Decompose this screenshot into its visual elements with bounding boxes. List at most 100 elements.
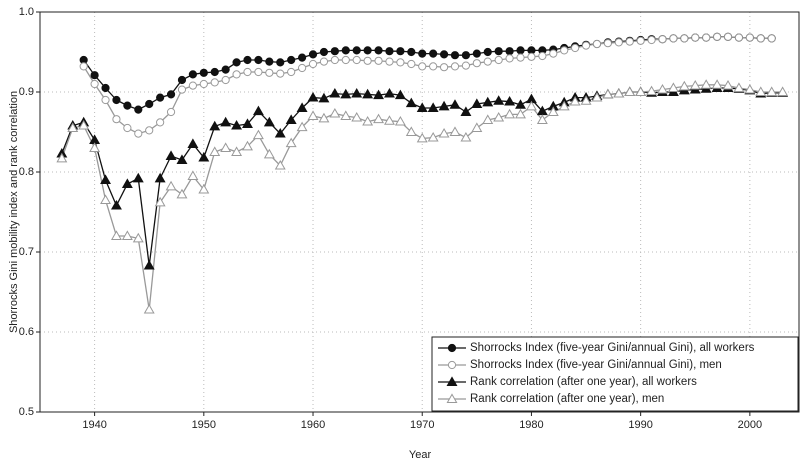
point [276,69,285,78]
point [767,34,776,43]
point [308,59,318,69]
point [756,34,765,43]
point [711,79,723,89]
point [384,115,395,125]
point [505,54,514,63]
point [165,180,177,191]
point [121,230,133,240]
point [209,146,221,156]
point [461,51,471,60]
legend-label: Shorrocks Index (five-year Gini/annual G… [470,359,722,371]
x-tick-label: 1960 [301,419,325,431]
point [493,111,505,122]
y-tick-label: 0.8 [19,166,34,178]
point [536,114,548,124]
x-tick-label: 1940 [82,419,106,431]
point [613,87,625,98]
point [614,38,623,47]
point [678,80,690,91]
point [340,88,352,99]
point [569,95,581,106]
point [231,146,243,156]
point [504,95,516,106]
point [427,131,439,142]
point [90,71,99,80]
point [504,108,516,119]
point [187,170,199,180]
point [494,47,503,56]
point [385,47,394,56]
x-tick-label: 1980 [519,419,543,431]
point [733,82,745,92]
point [145,99,154,109]
point [329,107,341,118]
point [220,116,232,127]
point [318,92,330,103]
point [581,41,591,50]
x-tick-label: 1990 [628,419,652,431]
point [308,50,318,59]
point [296,102,308,112]
point [460,131,472,142]
point [374,56,383,65]
point [132,172,144,183]
x-tick-label: 2000 [738,419,762,431]
y-tick-label: 0.9 [19,86,34,98]
point [123,101,132,110]
point [669,34,678,43]
point [287,55,296,65]
point [210,67,219,77]
point [134,129,143,138]
point [734,33,744,42]
point [449,99,461,109]
series-line [83,36,772,135]
point [298,53,307,62]
point [296,121,308,132]
legend-marker [447,343,457,353]
legend: Shorrocks Index (five-year Gini/annual G… [431,336,799,412]
point [232,58,241,67]
point [549,49,558,58]
point [374,46,383,55]
point [766,86,778,96]
point [351,111,363,122]
point [265,57,274,66]
point [318,112,330,123]
point [156,93,165,102]
point [220,142,232,152]
point [132,232,144,243]
point [439,50,449,59]
point [231,119,243,130]
point [101,95,110,105]
point [646,85,658,96]
point [145,126,154,135]
legend-label: Shorrocks Index (five-year Gini/annual G… [470,342,755,354]
y-tick-label: 0.7 [19,246,34,258]
point [439,63,449,72]
point [429,62,438,71]
point [329,87,341,98]
y-axis-label: Shorrocks Gini mobility index and rank c… [8,91,20,333]
point [221,75,230,85]
point [198,183,210,194]
point [67,122,79,132]
point [89,134,101,144]
point [394,89,406,100]
point [363,56,372,65]
point [165,150,177,160]
y-tick-label: 0.6 [19,326,34,338]
point [352,46,361,55]
point [647,35,656,45]
point [745,33,754,42]
point [483,47,492,57]
point [438,100,450,111]
point [199,79,208,89]
point [242,140,253,151]
point [341,55,350,65]
point [602,88,614,99]
point [154,172,166,183]
point [700,79,712,89]
point [340,110,352,120]
y-tick-label: 0.5 [19,406,34,418]
point [176,188,188,199]
